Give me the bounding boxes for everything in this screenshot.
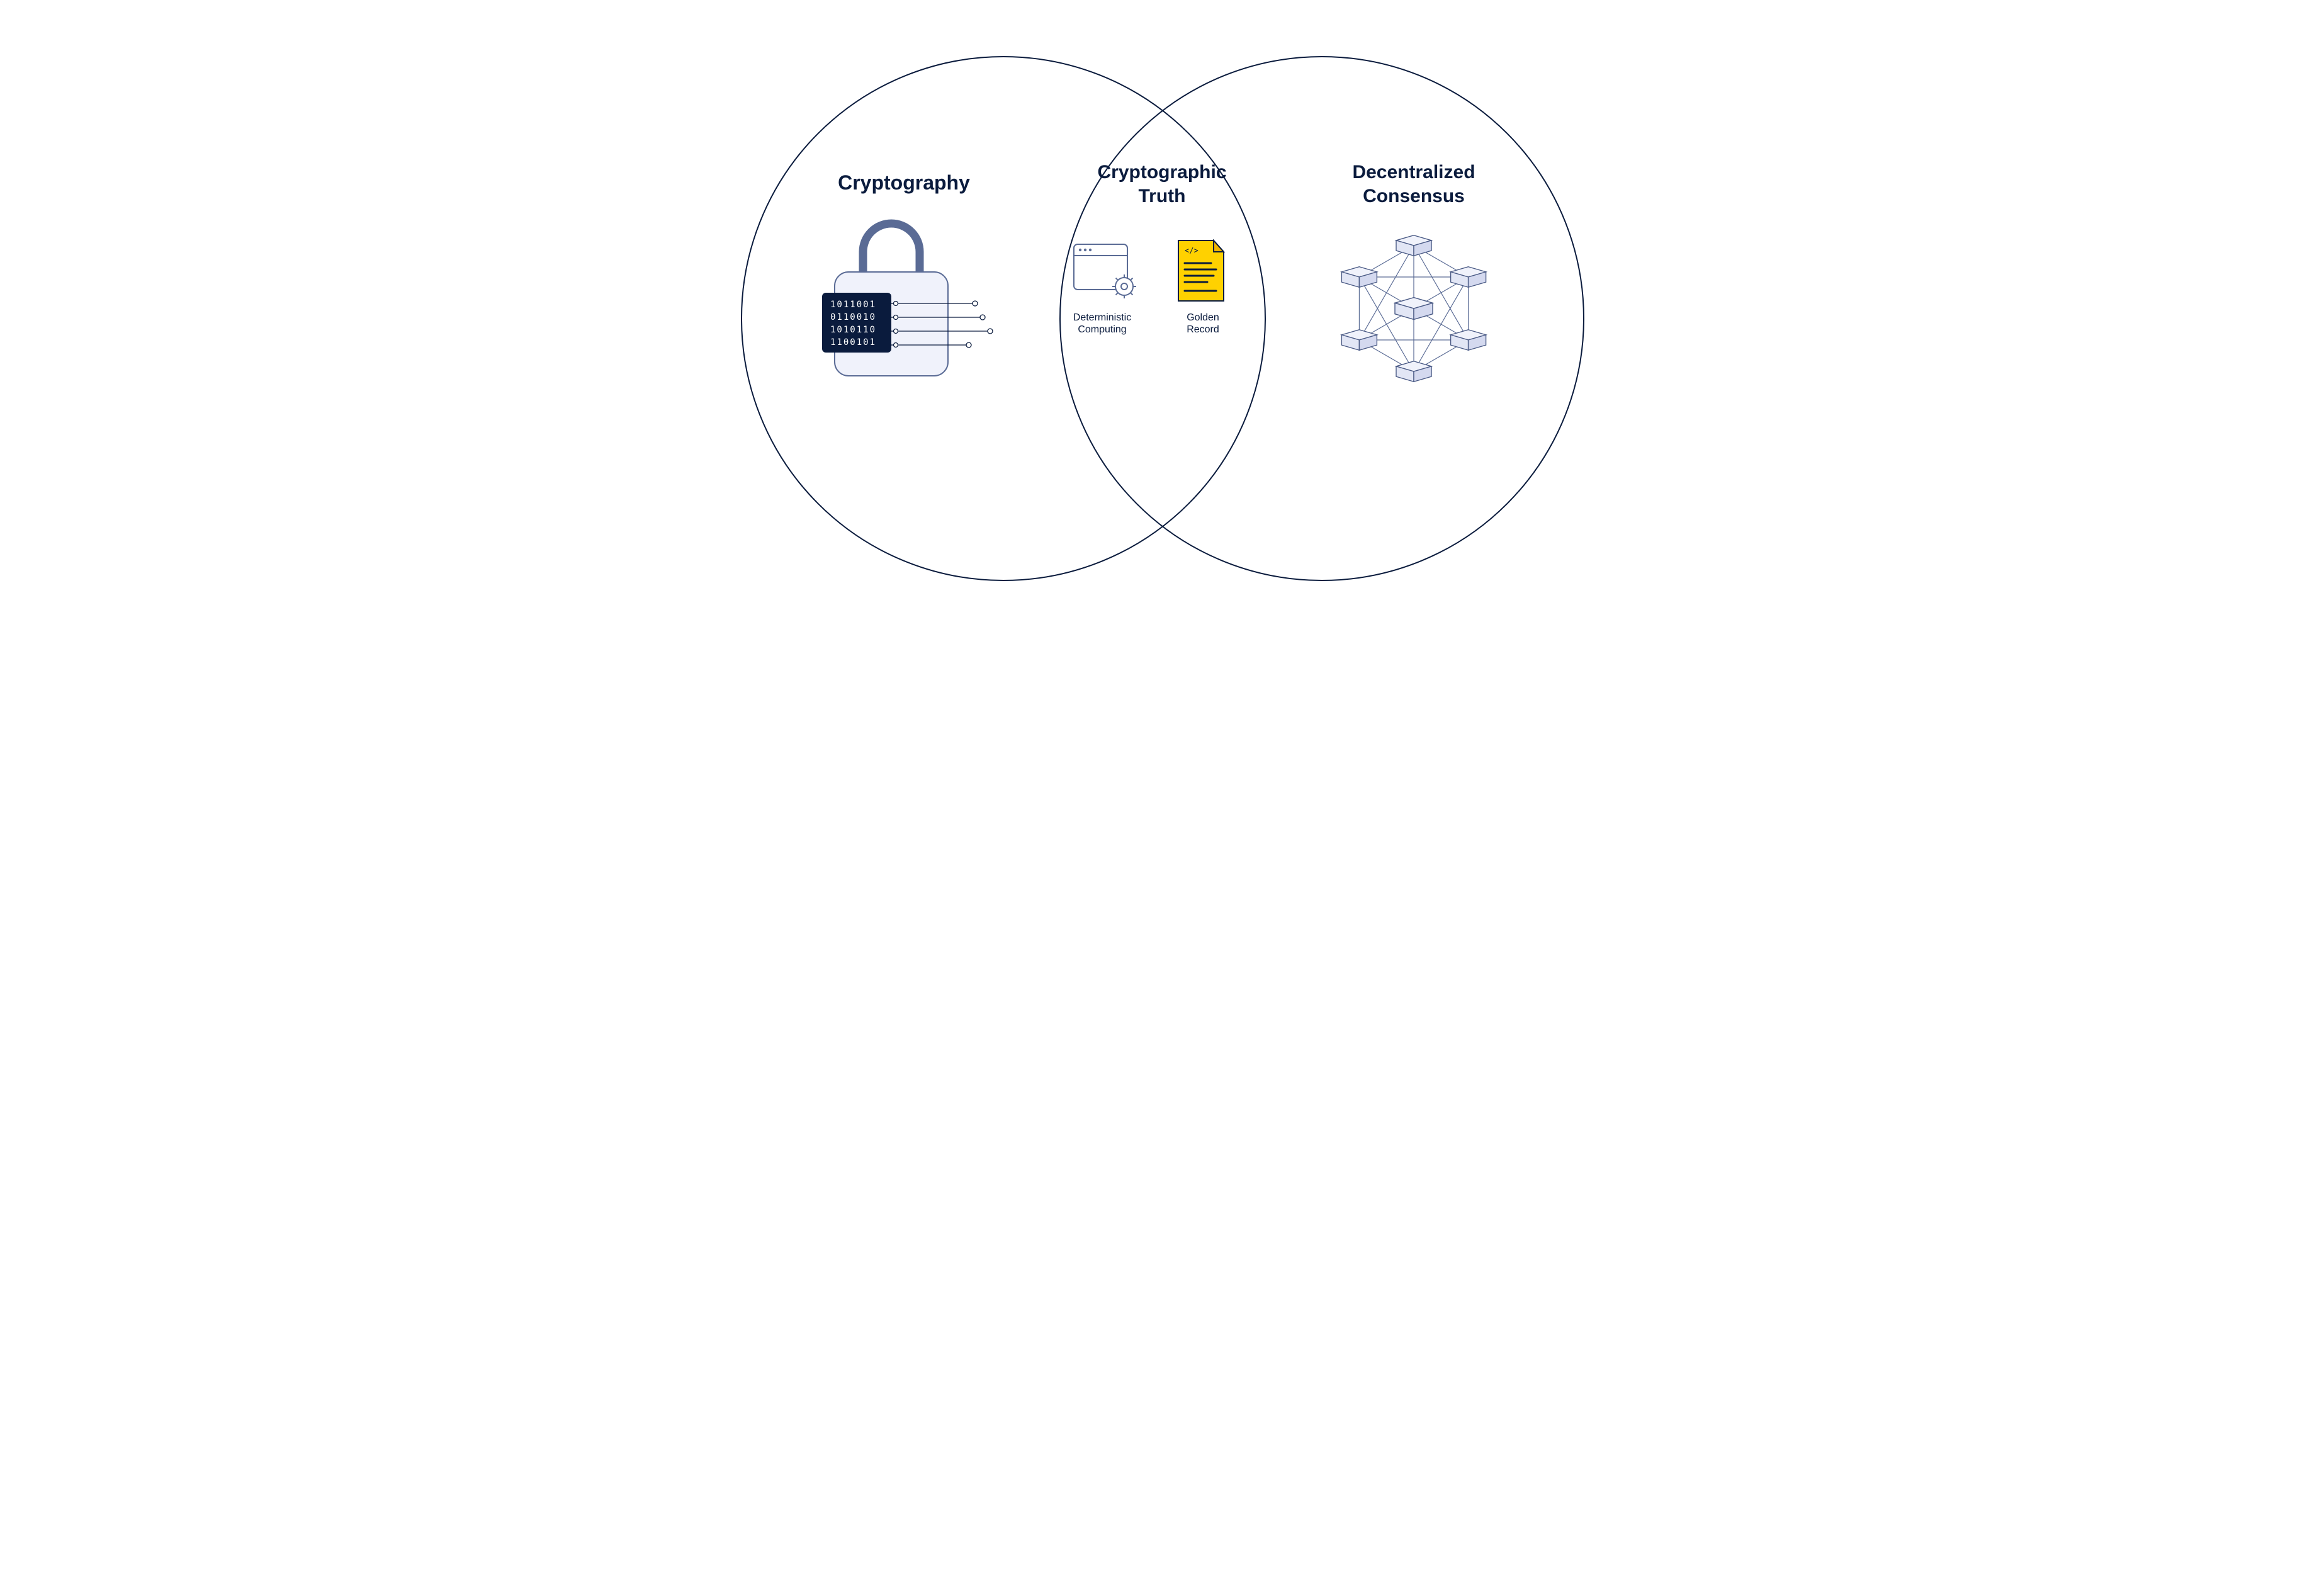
center-title: CryptographicTruth	[1068, 161, 1256, 208]
center-icons: </>	[1064, 239, 1253, 308]
network-cubes-icon	[1323, 217, 1505, 400]
golden-label: GoldenRecord	[1168, 312, 1238, 336]
svg-text:</>: </>	[1185, 246, 1199, 255]
deterministic-computing-icon	[1074, 244, 1136, 298]
venn-diagram: Cryptography CryptographicTruth Decentra…	[702, 0, 1622, 630]
right-title: DecentralizedConsensus	[1319, 161, 1508, 208]
lock-icon: 1011001 0110010 1010110 1100101	[806, 214, 1001, 390]
deterministic-label: DeterministicComputing	[1061, 312, 1143, 336]
svg-text:1100101: 1100101	[830, 337, 876, 348]
svg-text:1011001: 1011001	[830, 300, 876, 310]
golden-record-icon: </>	[1178, 240, 1224, 301]
left-title: Cryptography	[809, 170, 998, 195]
svg-text:0110010: 0110010	[830, 312, 876, 322]
svg-text:1010110: 1010110	[830, 325, 876, 335]
